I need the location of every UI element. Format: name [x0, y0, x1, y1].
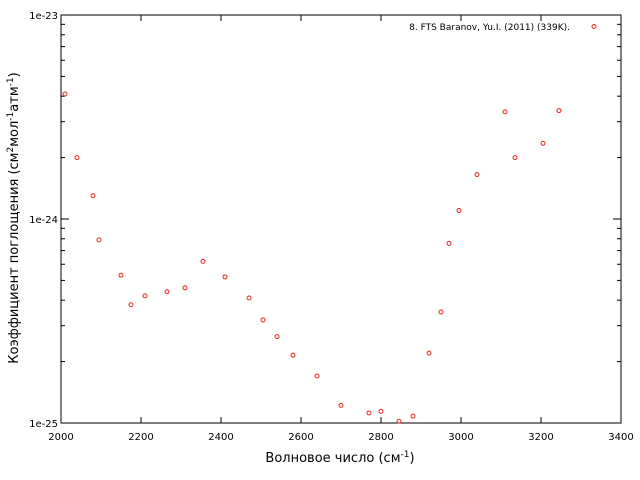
data-point [222, 274, 228, 280]
x-tick-label: 2200 [128, 432, 153, 443]
data-point [556, 108, 562, 114]
x-axis-title: Волновое число (см-1) [265, 450, 414, 466]
x-tick-label: 2400 [208, 432, 233, 443]
plot-frame [60, 14, 622, 424]
data-point [438, 309, 444, 315]
data-point [246, 295, 252, 301]
y-tick-label: 1e-23 [29, 11, 58, 22]
data-point [118, 272, 124, 278]
data-point [512, 155, 518, 161]
data-point [314, 373, 320, 379]
data-point [200, 258, 206, 264]
data-point [260, 317, 266, 323]
y-tick-label: 1e-25 [29, 419, 58, 430]
legend: 8. FTS Baranov, Yu.I. (2011) (339K). [409, 23, 597, 33]
data-point [128, 302, 134, 308]
legend-marker [591, 24, 597, 29]
data-point [540, 140, 546, 146]
data-point [410, 413, 416, 419]
data-point [142, 293, 148, 299]
y-axis: 1e-25 1e-24 1e-23 [29, 11, 621, 430]
legend-label: 8. FTS Baranov, Yu.I. (2011) (339K). [409, 23, 570, 33]
data-point [74, 155, 80, 161]
x-tick-label: 2800 [368, 432, 393, 443]
data-point [90, 193, 96, 199]
data-point [396, 418, 402, 424]
data-point [274, 334, 280, 340]
x-tick-label: 3000 [448, 432, 473, 443]
data-points [62, 91, 562, 424]
x-tick-label: 2600 [288, 432, 313, 443]
x-tick-label: 3400 [608, 432, 633, 443]
data-point [290, 352, 296, 358]
x-tick-label: 3200 [528, 432, 553, 443]
data-point [474, 172, 480, 178]
data-point [182, 285, 188, 291]
data-point [366, 410, 372, 416]
data-point [426, 350, 432, 356]
data-point [378, 408, 384, 414]
y-axis-title: Коэффициент поглощения (см2мол-1атм-1) [6, 72, 22, 363]
y-tick-label: 1e-24 [29, 215, 58, 226]
data-point [446, 240, 452, 246]
data-point [96, 237, 102, 243]
data-point [62, 91, 68, 97]
x-tick-label: 2000 [48, 432, 73, 443]
data-point [456, 208, 462, 214]
data-point [164, 289, 170, 295]
data-point [502, 109, 508, 115]
x-axis: 2000 2200 2400 2600 2800 3000 3200 3400 [48, 15, 634, 443]
data-point [338, 402, 344, 408]
